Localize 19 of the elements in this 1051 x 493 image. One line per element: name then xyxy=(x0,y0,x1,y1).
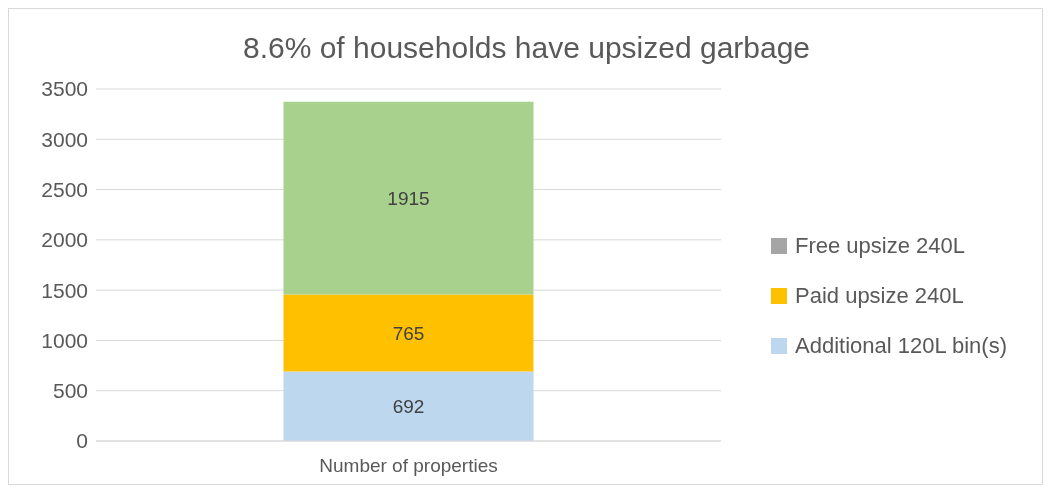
data-label: 1915 xyxy=(387,187,430,209)
y-tick-label: 2500 xyxy=(41,178,88,202)
y-tick-label: 2000 xyxy=(41,228,88,252)
y-tick-label: 1000 xyxy=(41,328,88,352)
bar xyxy=(283,371,534,441)
legend-label: Free upsize 240L xyxy=(795,233,965,259)
chart-title: 8.6% of households have upsized garbage xyxy=(241,31,812,65)
x-tick-label: Number of properties xyxy=(319,455,498,477)
y-tick-label: 1500 xyxy=(41,278,88,302)
y-tick-label: 0 xyxy=(76,429,88,453)
legend-label: Paid upsize 240L xyxy=(795,283,964,309)
legend-label: Additional 120L bin(s) xyxy=(795,333,1007,359)
y-tick-label: 3500 xyxy=(41,77,88,101)
data-label: 692 xyxy=(392,395,425,417)
data-label: 765 xyxy=(392,322,425,344)
y-tick-label: 3000 xyxy=(41,127,88,151)
bar xyxy=(283,101,534,295)
y-tick-label: 500 xyxy=(52,379,88,403)
bar xyxy=(283,294,534,372)
